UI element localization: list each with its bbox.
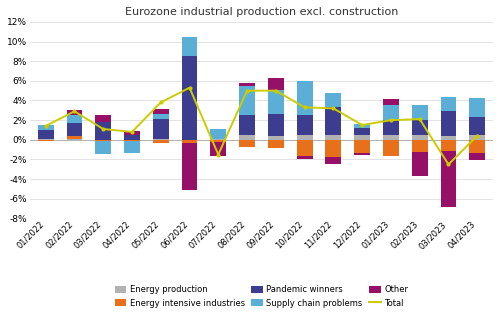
- Bar: [182, 140, 198, 143]
- Total: [388, 118, 394, 122]
- Bar: [354, 153, 370, 154]
- Bar: [38, 130, 54, 139]
- Bar: [239, 135, 255, 140]
- Bar: [66, 136, 82, 139]
- Bar: [182, 56, 198, 140]
- Bar: [296, 157, 312, 159]
- Bar: [268, 90, 283, 114]
- Bar: [470, 98, 485, 117]
- Bar: [354, 140, 370, 153]
- Bar: [383, 135, 399, 140]
- Bar: [383, 99, 399, 105]
- Bar: [153, 114, 168, 119]
- Bar: [268, 136, 283, 140]
- Bar: [440, 111, 456, 136]
- Total: [100, 127, 106, 131]
- Bar: [96, 141, 111, 154]
- Bar: [124, 131, 140, 135]
- Bar: [210, 129, 226, 139]
- Bar: [182, 143, 198, 190]
- Bar: [440, 136, 456, 140]
- Bar: [470, 153, 485, 160]
- Bar: [239, 140, 255, 147]
- Legend: Energy production, Energy intensive industries, Pandemic winners, Supply chain p: Energy production, Energy intensive indu…: [114, 285, 408, 308]
- Total: [72, 110, 78, 113]
- Bar: [239, 115, 255, 135]
- Bar: [182, 37, 198, 56]
- Bar: [38, 139, 54, 140]
- Bar: [96, 115, 111, 122]
- Bar: [268, 78, 283, 90]
- Bar: [412, 152, 428, 176]
- Total: [158, 100, 164, 104]
- Bar: [354, 135, 370, 140]
- Bar: [38, 125, 54, 130]
- Bar: [326, 140, 342, 158]
- Bar: [470, 135, 485, 140]
- Bar: [66, 115, 82, 123]
- Total: [216, 153, 222, 156]
- Bar: [96, 140, 111, 141]
- Bar: [296, 115, 312, 135]
- Bar: [412, 140, 428, 152]
- Bar: [153, 140, 168, 143]
- Bar: [440, 96, 456, 111]
- Bar: [296, 140, 312, 157]
- Bar: [66, 110, 82, 115]
- Bar: [124, 140, 140, 141]
- Total: [129, 130, 135, 134]
- Bar: [268, 140, 283, 148]
- Bar: [296, 135, 312, 140]
- Total: [416, 117, 422, 121]
- Bar: [124, 141, 140, 153]
- Bar: [470, 140, 485, 153]
- Bar: [210, 140, 226, 142]
- Bar: [326, 93, 342, 107]
- Bar: [470, 117, 485, 135]
- Bar: [412, 105, 428, 120]
- Total: [42, 124, 48, 128]
- Bar: [153, 109, 168, 114]
- Total: [359, 123, 365, 127]
- Bar: [153, 119, 168, 139]
- Bar: [383, 120, 399, 135]
- Total: [186, 86, 192, 90]
- Bar: [326, 135, 342, 140]
- Bar: [239, 86, 255, 115]
- Bar: [38, 140, 54, 141]
- Bar: [66, 139, 82, 140]
- Bar: [412, 120, 428, 135]
- Bar: [239, 83, 255, 86]
- Total: [474, 134, 480, 138]
- Bar: [440, 140, 456, 151]
- Bar: [354, 128, 370, 135]
- Total: [330, 106, 336, 110]
- Bar: [354, 124, 370, 128]
- Bar: [296, 81, 312, 115]
- Title: Eurozone industrial production excl. construction: Eurozone industrial production excl. con…: [125, 7, 398, 17]
- Bar: [383, 105, 399, 120]
- Bar: [153, 139, 168, 140]
- Bar: [96, 122, 111, 140]
- Bar: [326, 107, 342, 135]
- Bar: [440, 151, 456, 207]
- Bar: [124, 135, 140, 140]
- Total: [273, 89, 279, 93]
- Total: [244, 89, 250, 93]
- Total: [302, 105, 308, 109]
- Bar: [268, 114, 283, 136]
- Bar: [383, 140, 399, 157]
- Line: Total: Total: [44, 86, 478, 166]
- Bar: [210, 142, 226, 155]
- Bar: [326, 158, 342, 164]
- Bar: [412, 135, 428, 140]
- Bar: [210, 139, 226, 140]
- Total: [446, 163, 452, 166]
- Bar: [66, 123, 82, 136]
